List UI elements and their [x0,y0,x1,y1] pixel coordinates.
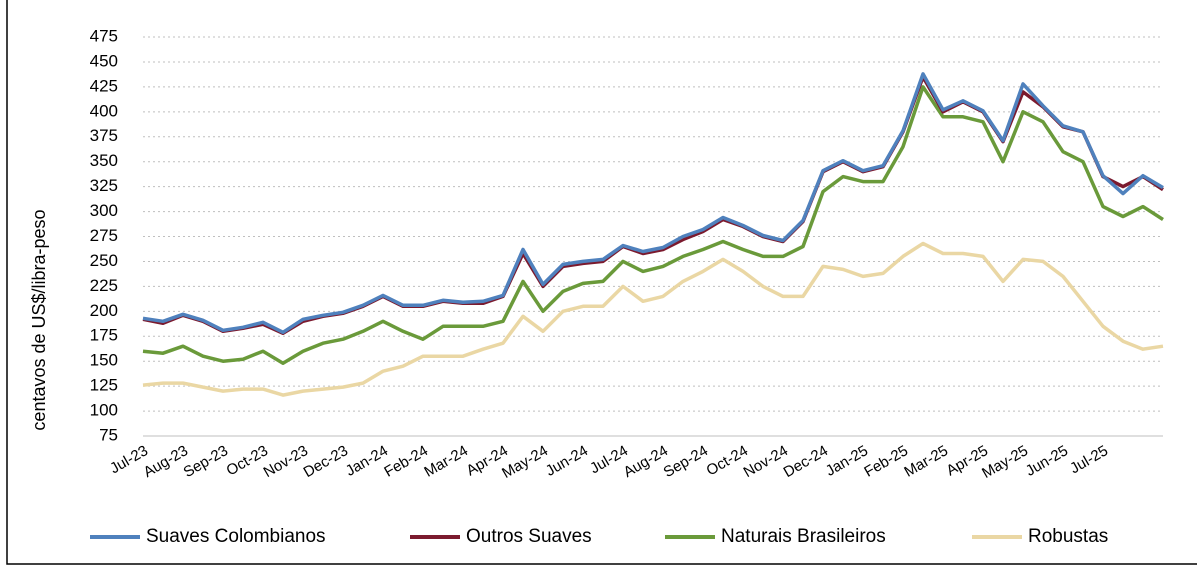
y-tick-label: 100 [90,401,118,420]
y-tick-label: 200 [90,301,118,320]
x-tick-label: Sep-23 [181,442,231,481]
y-tick-label: 475 [90,26,118,45]
x-tick-label: Aug-24 [621,442,671,481]
series-line [142,75,1164,336]
x-tick-label: Mar-24 [421,442,471,480]
legend-label: Naturais Brasileiros [721,526,886,547]
x-tick-label: Aug-23 [141,442,191,481]
y-tick-label: 300 [90,201,118,220]
x-tick-label: Sep-24 [661,442,711,481]
y-tick-label: 425 [90,76,118,95]
legend-label: Robustas [1028,526,1108,547]
y-tick-label: 350 [90,151,118,170]
y-tick-label: 275 [90,226,118,245]
x-tick-label: Jun-24 [543,442,591,480]
y-tick-label: 400 [90,101,118,120]
x-tick-label: Jan-25 [823,442,871,480]
legend-label: Outros Suaves [466,526,592,547]
x-tick-label: Jun-25 [1023,442,1071,480]
series-line [142,72,1164,335]
x-tick-label: May-25 [979,442,1031,482]
y-tick-label: 175 [90,326,118,345]
x-tick-label: Feb-25 [861,442,911,480]
x-tick-label: Nov-23 [261,442,311,481]
series-line [142,241,1164,397]
y-tick-label: 250 [90,251,118,270]
y-axis-label: centavos de US$/libra-peso [29,209,49,430]
y-tick-label: 150 [90,351,118,370]
x-tick-label: May-24 [499,442,551,482]
x-tick-label: Dec-23 [301,442,351,481]
x-tick-label: Jan-24 [343,442,391,480]
y-tick-label: 325 [90,176,118,195]
y-tick-label: 225 [90,276,118,295]
legend-label: Suaves Colombianos [146,526,326,547]
x-tick-label: Jul-25 [1067,442,1111,477]
x-tick-label: Mar-25 [901,442,951,480]
frame [6,0,1197,565]
x-tick-label: Nov-24 [741,442,791,481]
y-tick-label: 450 [90,51,118,70]
x-tick-label: Dec-24 [781,442,831,481]
series-line [142,85,1164,365]
x-tick-label: Feb-24 [381,442,431,480]
y-tick-label: 75 [99,425,118,444]
y-tick-label: 125 [90,376,118,395]
y-tick-label: 375 [90,126,118,145]
